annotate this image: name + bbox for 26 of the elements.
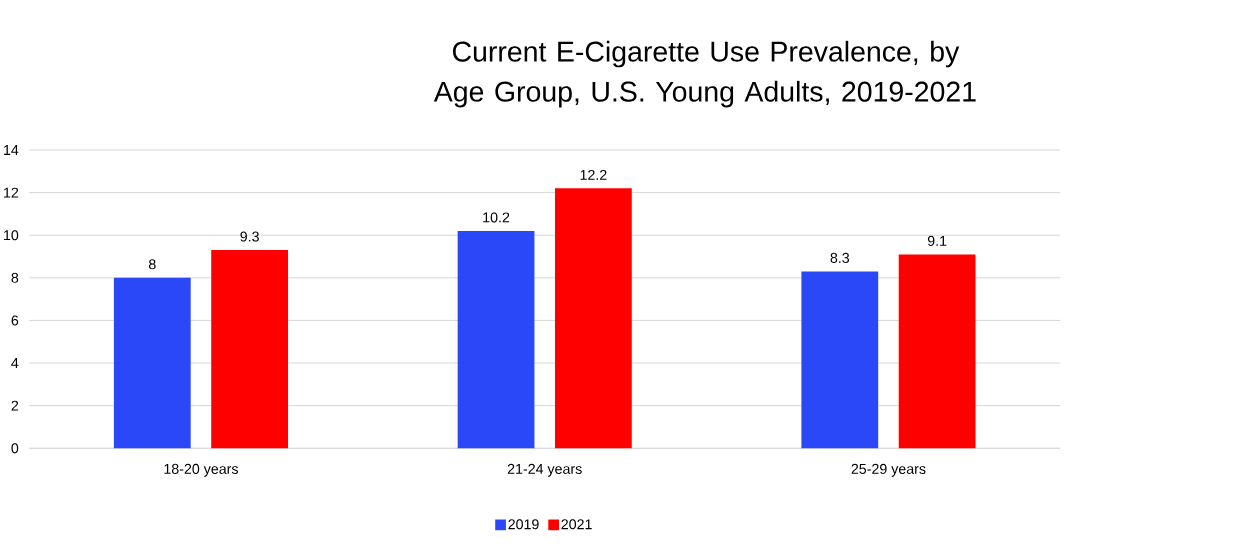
x-tick-label: 25-29 years bbox=[851, 463, 926, 477]
y-tick-label: 14 bbox=[4, 144, 19, 155]
x-tick-label: 18-20 years bbox=[164, 463, 238, 477]
legend-label: 2021 bbox=[561, 519, 592, 530]
y-tick-label: 8 bbox=[11, 272, 19, 283]
data-label: 8.3 bbox=[830, 252, 850, 263]
bar bbox=[457, 230, 535, 449]
legend-label: 2019 bbox=[508, 519, 539, 530]
y-tick-label: 12 bbox=[4, 187, 19, 198]
bar bbox=[113, 277, 191, 449]
y-tick-label: 4 bbox=[11, 358, 19, 368]
data-label: 9.3 bbox=[240, 231, 259, 242]
bar bbox=[898, 254, 976, 449]
data-label: 8 bbox=[148, 259, 156, 270]
x-tick-label: 21-24 years bbox=[507, 463, 582, 477]
y-tick-label: 0 bbox=[11, 443, 19, 454]
bar bbox=[554, 188, 632, 449]
bar bbox=[801, 271, 879, 449]
data-label: 12.2 bbox=[580, 169, 607, 180]
data-label: 10.2 bbox=[483, 212, 510, 223]
y-tick-label: 6 bbox=[11, 315, 19, 326]
y-tick-label: 10 bbox=[4, 230, 19, 241]
y-tick-label: 2 bbox=[11, 400, 19, 411]
chart-title: Current E-Cigarette Use Prevalence, by Age Group, U.S. Young Adults, 2019-2021 bbox=[433, 40, 976, 108]
data-label: 9.1 bbox=[927, 235, 947, 246]
bar bbox=[211, 249, 289, 449]
